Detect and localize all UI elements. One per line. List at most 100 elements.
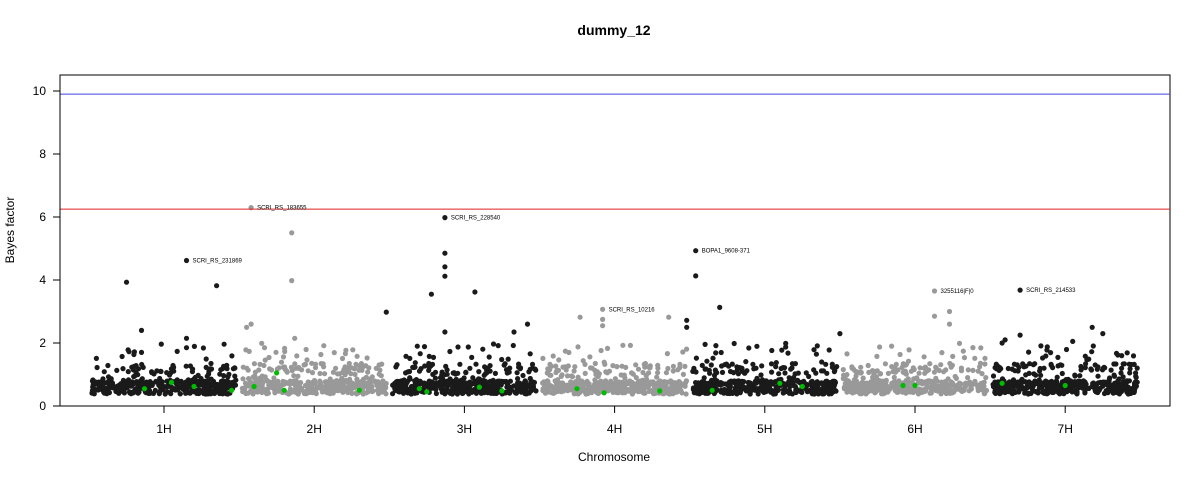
- snp-point-3H: [393, 383, 399, 389]
- snp-point-7H: [1044, 344, 1050, 350]
- snp-point-7H: [1043, 353, 1049, 359]
- snp-point-5H: [769, 369, 775, 375]
- snp-point-3H: [480, 384, 486, 390]
- snp-point-4H: [598, 347, 604, 354]
- snp-point-3H: [467, 365, 473, 371]
- snp-point-1H: [131, 351, 137, 358]
- snp-point-7H: [1134, 365, 1140, 371]
- snp-point-4H: [683, 378, 690, 384]
- snp-point-5H: [782, 381, 789, 387]
- snp-point-1H: [164, 378, 171, 384]
- snp-point-1H: [152, 387, 158, 393]
- snp-point-3H: [430, 354, 437, 360]
- snp-point-6H: [979, 371, 985, 377]
- snp-point-6H: [978, 386, 984, 392]
- snp-point-5H: [734, 365, 741, 371]
- snp-point-4H: [583, 391, 589, 397]
- snp-point-3H: [473, 361, 479, 367]
- snp-point-3H: [431, 381, 437, 387]
- snp-point-3H: [433, 386, 439, 393]
- snp-point-5H: [794, 378, 801, 384]
- snp-point-4H: [642, 360, 649, 367]
- snp-point-1H: [224, 378, 230, 384]
- snp-point-6H: [965, 367, 971, 373]
- snp-point-6H: [970, 367, 976, 373]
- snp-point-1H: [96, 385, 102, 391]
- snp-point-6H: [890, 381, 897, 387]
- snp-point-4H: [549, 390, 555, 396]
- snp-point-7H: [1132, 379, 1138, 385]
- snp-point-3H: [519, 386, 525, 392]
- snp-point-3H: [444, 371, 450, 377]
- snp-point-3H: [450, 370, 456, 376]
- snp-point-3H: [507, 390, 513, 396]
- snp-point-2H: [265, 386, 271, 392]
- snp-point-4H: [622, 375, 628, 381]
- snp-point-6H: [872, 389, 878, 395]
- snp-point-3H: [490, 341, 497, 347]
- snp-point-2H: [243, 347, 249, 353]
- snp-point-1H: [191, 343, 197, 349]
- snp-point-notable: [1100, 331, 1106, 337]
- x-tick-label-3H: 3H: [457, 422, 472, 436]
- snp-point-7H: [1049, 378, 1055, 384]
- peak-label: SCRI_RS_10216: [609, 307, 656, 313]
- snp-point-6H: [853, 368, 859, 375]
- snp-point-3H: [413, 381, 419, 387]
- snp-point-3H: [465, 344, 471, 350]
- snp-point-4H: [562, 348, 569, 354]
- snp-point-3H: [495, 383, 501, 389]
- snp-point-7H: [1077, 378, 1083, 385]
- snp-point-7H: [1007, 379, 1013, 385]
- snp-point-3H: [407, 375, 413, 381]
- snp-point-6H: [872, 368, 879, 374]
- snp-point-3H: [451, 379, 457, 385]
- snp-point-6H: [879, 391, 885, 397]
- snp-point-4H: [655, 362, 661, 368]
- snp-point-7H: [1048, 382, 1054, 389]
- snp-point-7H: [990, 373, 997, 379]
- snp-point-5H: [782, 370, 788, 376]
- snp-point-3H: [426, 353, 432, 359]
- snp-point-2H: [269, 382, 275, 388]
- snp-point-6H: [854, 384, 861, 390]
- snp-point-2H: [280, 354, 287, 360]
- snp-point-highlight: [574, 386, 580, 392]
- snp-point-5H: [773, 360, 779, 366]
- snp-point-4H: [594, 385, 600, 391]
- snp-point-6H: [922, 364, 929, 370]
- y-tick-label: 2: [39, 336, 46, 350]
- snp-point-2H: [323, 383, 329, 389]
- snp-point-highlight: [281, 387, 287, 393]
- snp-point-1H: [200, 382, 206, 388]
- snp-point-2H: [252, 388, 258, 394]
- snp-point-4H: [575, 374, 581, 380]
- snp-point-1H: [229, 353, 235, 359]
- snp-point-1H: [209, 388, 215, 395]
- snp-point-1H: [101, 369, 107, 375]
- snp-point-5H: [740, 384, 747, 390]
- snp-point-2H: [365, 369, 371, 375]
- y-axis: 0 2 4 6 8 10: [33, 84, 61, 413]
- snp-point-2H: [309, 370, 316, 376]
- snp-point-4H: [601, 359, 607, 365]
- snp-point-4H: [635, 366, 642, 372]
- snp-point-3H: [432, 375, 438, 381]
- snp-point-2H: [252, 369, 258, 375]
- snp-point-6H: [887, 385, 893, 391]
- snp-point-7H: [1127, 370, 1133, 376]
- snp-point-5H: [826, 388, 832, 394]
- snp-point-4H: [587, 354, 593, 360]
- snp-point-2H: [369, 384, 375, 390]
- snp-point-3H: [479, 379, 485, 385]
- snp-point-4H: [597, 379, 604, 385]
- snp-point-highlight: [900, 382, 906, 389]
- snp-point-2H: [312, 380, 318, 386]
- snp-point-1H: [139, 361, 145, 368]
- snp-point-5H: [704, 358, 710, 364]
- snp-point-3H: [393, 364, 399, 370]
- snp-point-highlight: [709, 387, 715, 393]
- snp-point-notable: [442, 273, 448, 279]
- snp-point-7H: [1082, 389, 1088, 395]
- snp-point-2H: [354, 353, 360, 359]
